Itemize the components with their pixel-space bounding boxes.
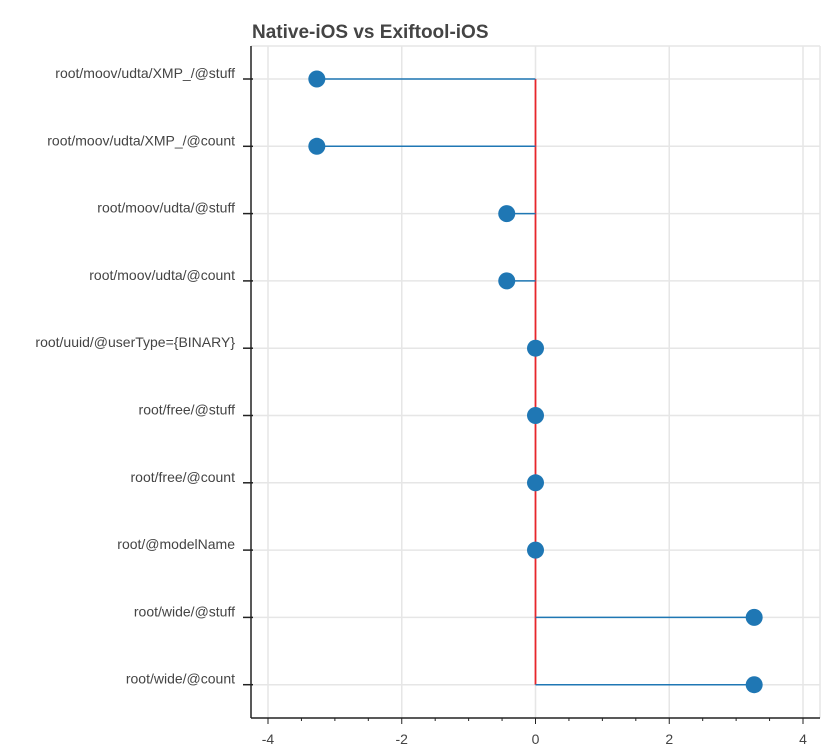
data-point xyxy=(527,474,544,492)
category-label: root/wide/@stuff xyxy=(134,603,235,619)
data-point xyxy=(527,407,544,424)
stems xyxy=(316,78,755,686)
x-tick-labels: -4 -2 0 2 4 xyxy=(262,731,807,747)
data-point xyxy=(745,676,763,694)
x-tick-label: 4 xyxy=(799,731,807,747)
category-label: root/free/@count xyxy=(131,469,236,485)
data-point xyxy=(498,272,516,290)
chart-title: Native-iOS vs Exiftool-iOS xyxy=(252,22,489,43)
data-point xyxy=(498,205,516,223)
axes xyxy=(243,46,820,724)
x-tick-label: 2 xyxy=(665,731,673,747)
category-label: root/moov/udta/XMP_/@count xyxy=(47,132,235,148)
category-label: root/moov/udta/XMP_/@stuff xyxy=(55,65,235,81)
x-tick-label: -4 xyxy=(262,731,275,747)
data-point xyxy=(527,339,544,357)
points xyxy=(308,70,763,694)
data-point xyxy=(308,70,326,88)
category-label: root/free/@stuff xyxy=(139,402,236,418)
category-labels: root/moov/udta/XMP_/@stuff root/moov/udta… xyxy=(35,65,235,687)
x-tick-label: -2 xyxy=(396,731,409,747)
category-label: root/moov/udta/@count xyxy=(89,267,235,283)
category-label: root/@modelName xyxy=(117,536,235,552)
data-point xyxy=(527,541,544,559)
data-point xyxy=(745,608,763,626)
category-label: root/wide/@count xyxy=(126,671,235,687)
x-tick-label: 0 xyxy=(532,731,540,747)
category-label: root/moov/udta/@stuff xyxy=(97,200,235,216)
data-point xyxy=(308,137,326,155)
category-label: root/uuid/@userType={BINARY} xyxy=(35,334,235,350)
